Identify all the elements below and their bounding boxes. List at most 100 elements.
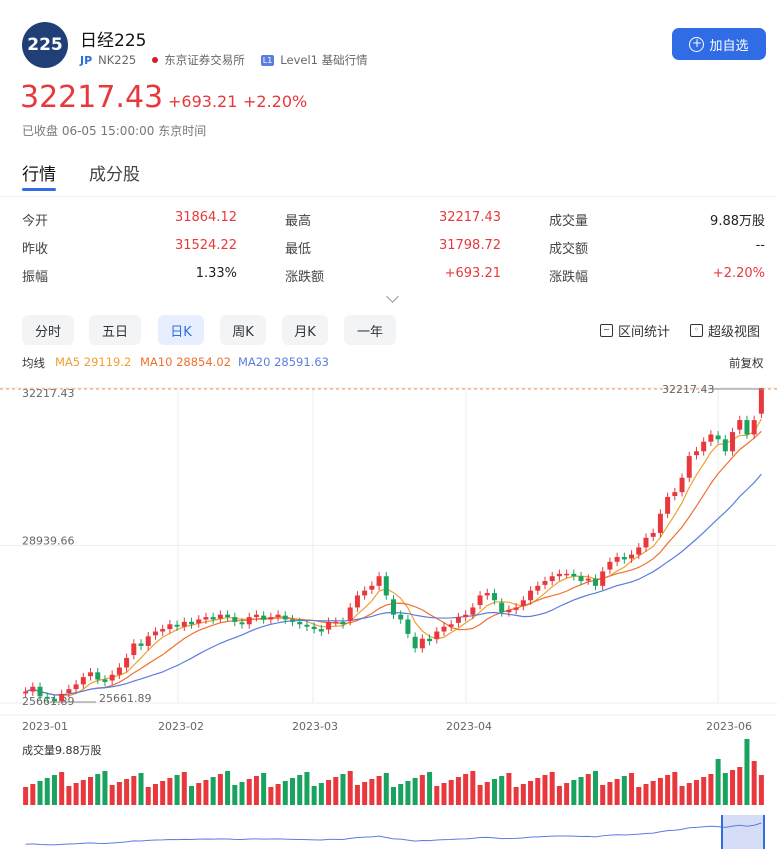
candle-body xyxy=(549,576,555,582)
x-tick-label: 2023-02 xyxy=(158,720,204,733)
period-tab-0[interactable]: 分时 xyxy=(22,315,74,345)
volume-bar xyxy=(758,775,764,805)
y-tick-label: 28939.66 xyxy=(22,535,75,548)
volume-bar xyxy=(369,779,375,805)
period-tab-3[interactable]: 周K xyxy=(220,315,266,345)
market-status: 已收盘 06-05 15:00:00 东京时间 xyxy=(22,124,207,138)
volume-bar xyxy=(326,780,332,805)
candle-body xyxy=(607,561,613,570)
stat-label: 成交额 xyxy=(549,242,589,257)
candle-body xyxy=(116,667,122,675)
range-stats-icon: ~ xyxy=(600,324,613,337)
volume-bar xyxy=(318,783,324,805)
candle-body xyxy=(66,689,72,694)
period-tab-2[interactable]: 日K xyxy=(158,315,204,345)
volume-bar xyxy=(441,783,447,805)
volume-bar xyxy=(203,780,209,805)
volume-bar xyxy=(405,781,411,805)
candle-body xyxy=(398,614,404,620)
volume-bar xyxy=(268,787,274,805)
candle-body xyxy=(571,573,577,577)
stat-value: 32217.43 xyxy=(438,210,501,225)
volume-bar xyxy=(477,785,483,805)
candle-body xyxy=(347,607,353,621)
y-tick-label: 32217.43 xyxy=(22,387,75,400)
volume-bar xyxy=(217,774,223,805)
candle-body xyxy=(419,638,425,649)
candle-body xyxy=(701,441,707,452)
current-price: 32217.43 xyxy=(20,80,164,115)
tab-quote[interactable]: 行情 xyxy=(22,165,56,185)
candle-body xyxy=(326,621,332,630)
volume-bar xyxy=(44,778,50,805)
kline-chart[interactable]: 32217.4328939.6625661.8932217.4325661.89… xyxy=(0,375,777,851)
candle-body xyxy=(434,631,440,640)
candle-body xyxy=(311,626,317,630)
volume-bar xyxy=(66,786,72,805)
market-tag: JP xyxy=(80,53,93,67)
volume-bar xyxy=(347,771,353,805)
stat-value: 31798.72 xyxy=(438,238,501,253)
candle-body xyxy=(88,672,94,677)
candle-body xyxy=(261,615,267,620)
tab-constituents[interactable]: 成分股 xyxy=(89,165,140,185)
range-stats-button[interactable]: ~ 区间统计 xyxy=(600,321,670,340)
candle-body xyxy=(383,576,389,596)
volume-bar xyxy=(600,785,606,805)
volume-bar xyxy=(412,778,418,805)
candle-body xyxy=(708,434,714,442)
candle-body xyxy=(412,636,418,649)
add-watchlist-button[interactable]: + 加自选 xyxy=(672,28,766,60)
adjust-mode[interactable]: 前复权 xyxy=(729,356,764,370)
x-tick-label: 2023-01 xyxy=(22,720,68,733)
candle-body xyxy=(304,624,310,627)
candle-body xyxy=(614,557,620,562)
ma20-value: MA20 28591.63 xyxy=(238,355,329,369)
stat-value: 9.88万股 xyxy=(710,214,765,229)
ma10-line xyxy=(25,430,762,696)
exchange-name: 东京证券交易所 xyxy=(164,53,245,67)
candle-body xyxy=(629,554,635,559)
candle-body xyxy=(340,621,346,625)
volume-bar xyxy=(614,779,620,805)
volume-bar xyxy=(629,773,635,805)
volume-bar xyxy=(354,785,360,805)
volume-bar xyxy=(152,784,158,805)
candle-body xyxy=(679,477,685,493)
volume-bar xyxy=(362,782,368,805)
candle-body xyxy=(585,578,591,581)
candle-body xyxy=(427,638,433,642)
candle-body xyxy=(535,585,541,591)
volume-bar xyxy=(383,773,389,805)
volume-bar xyxy=(484,782,490,805)
volume-bar xyxy=(657,778,663,805)
candle-body xyxy=(463,614,469,618)
volume-bar xyxy=(282,781,288,805)
volume-bar xyxy=(499,776,505,805)
candle-body xyxy=(730,432,736,452)
candle-body xyxy=(737,420,743,430)
active-tab-indicator xyxy=(22,188,56,191)
volume-bar xyxy=(679,786,685,805)
chevron-down-icon[interactable] xyxy=(386,290,399,303)
period-tab-1[interactable]: 五日 xyxy=(89,315,141,345)
navigator-line xyxy=(25,822,762,846)
volume-bar xyxy=(30,784,36,805)
candle-body xyxy=(362,590,368,596)
volume-bar xyxy=(333,777,339,805)
volume-bar xyxy=(506,773,512,805)
volume-bar xyxy=(116,782,122,805)
volume-bar xyxy=(585,774,591,805)
candle-body xyxy=(391,599,396,615)
candle-body xyxy=(499,602,505,613)
volume-bar xyxy=(225,771,231,805)
period-tab-4[interactable]: 月K xyxy=(282,315,328,345)
ma-label: 均线 xyxy=(22,356,45,370)
candle-body xyxy=(506,609,512,613)
super-view-button[interactable]: ◦ 超级视图 xyxy=(690,321,760,340)
volume-bar xyxy=(311,786,317,805)
candle-body xyxy=(513,607,519,610)
volume-bar xyxy=(51,775,57,805)
period-tab-5[interactable]: 一年 xyxy=(344,315,396,345)
candle-body xyxy=(528,590,534,601)
